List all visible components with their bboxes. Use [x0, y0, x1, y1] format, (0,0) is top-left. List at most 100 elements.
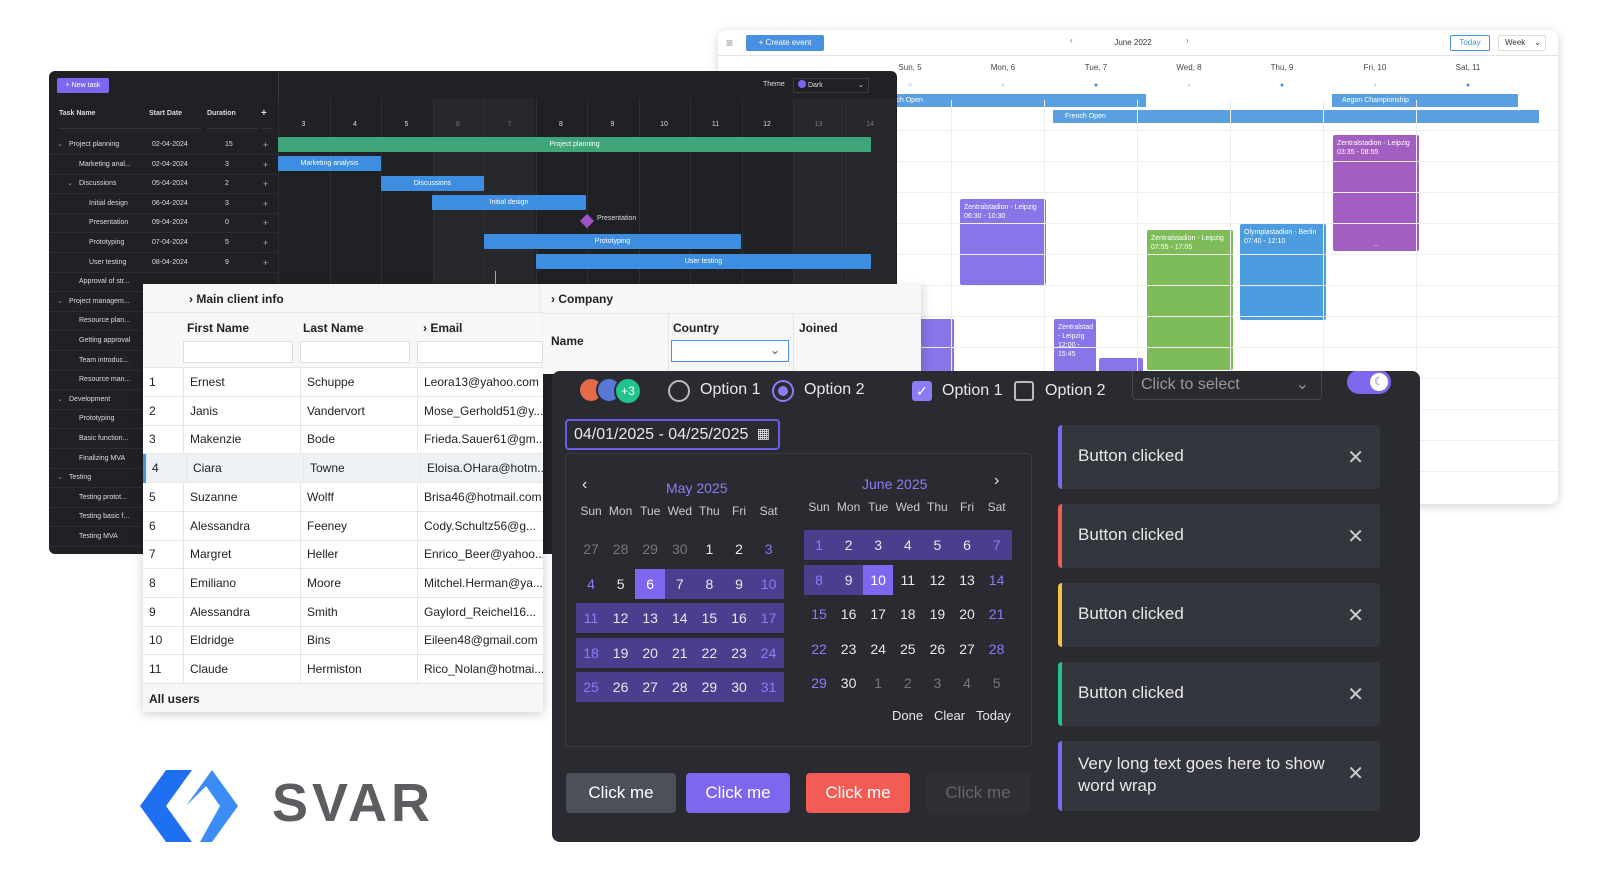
calendar-day[interactable]: 11	[576, 603, 606, 634]
calendar-event[interactable]: Zentralstad - Leipzig 12:00 - 15:45	[1054, 319, 1096, 379]
column-start-date[interactable]: Start Date	[149, 99, 201, 129]
calendar-day[interactable]: 5	[992, 675, 1001, 692]
add-subtask-icon[interactable]: +	[263, 198, 269, 209]
calendar-day[interactable]: 19	[929, 606, 946, 623]
calendar-day[interactable]: 9	[833, 564, 864, 595]
calendar-day[interactable]: 20	[635, 637, 666, 668]
prev-week-icon[interactable]: ‹	[1070, 36, 1073, 45]
calendar-day[interactable]: 19	[605, 637, 636, 668]
column-country[interactable]: Country	[673, 321, 719, 335]
table-row[interactable]: 7 Margret Heller Enrico_Beer@yahoo...	[143, 540, 543, 570]
calendar-day[interactable]: 7	[981, 530, 1012, 560]
calendar-today-button[interactable]: Today	[976, 708, 1011, 723]
today-button[interactable]: Today	[1450, 35, 1490, 51]
next-week-icon[interactable]: ›	[1186, 36, 1189, 45]
calendar-day[interactable]: 14	[664, 603, 695, 634]
calendar-done-button[interactable]: Done	[892, 708, 924, 723]
calendar-day[interactable]: 22	[694, 637, 725, 668]
calendar-day[interactable]: 5	[922, 530, 953, 560]
calendar-day[interactable]: 24	[753, 637, 784, 668]
add-subtask-icon[interactable]: +	[263, 218, 269, 229]
secondary-button[interactable]: Click me	[566, 773, 676, 813]
new-task-button[interactable]: + New task	[57, 78, 109, 93]
allday-event[interactable]: French Open	[1053, 110, 1539, 123]
column-last-name[interactable]: Last Name	[303, 321, 364, 335]
expand-icon[interactable]: ⌄	[57, 297, 63, 305]
calendar-day[interactable]: 15	[811, 606, 827, 623]
calendar-day[interactable]: 16	[724, 603, 754, 634]
add-subtask-icon[interactable]: +	[263, 159, 269, 170]
view-select[interactable]: Week ⌄	[1498, 35, 1546, 51]
calendar-day[interactable]: 1	[874, 675, 883, 692]
gantt-task-row[interactable]: ⌄ Discussions 05-04-2024 2 +	[49, 174, 278, 195]
calendar-day[interactable]: 30	[840, 675, 857, 692]
calendar-day[interactable]: 28	[664, 672, 695, 703]
calendar-day[interactable]: 23	[840, 640, 857, 657]
calendar-day[interactable]: 20	[959, 606, 975, 623]
calendar-day[interactable]: 12	[605, 603, 636, 634]
calendar-day[interactable]: 21	[664, 637, 695, 668]
theme-select[interactable]: Dark ⌄	[793, 78, 869, 93]
calendar-day[interactable]: 2	[903, 675, 912, 692]
checkbox-option-1[interactable]: ✓	[912, 381, 932, 401]
close-icon[interactable]: ✕	[1347, 526, 1364, 548]
expand-icon[interactable]: ⌄	[57, 395, 63, 403]
calendar-day[interactable]: 26	[929, 640, 946, 657]
calendar-day[interactable]: 27	[959, 640, 975, 657]
group-main-client[interactable]: › Main client info	[189, 292, 284, 306]
date-range-input[interactable]: 04/01/2025 - 04/25/2025 ▦	[565, 419, 780, 450]
prev-month-icon[interactable]: ‹	[582, 476, 588, 493]
theme-toggle[interactable]: ☾	[1347, 371, 1391, 394]
table-row[interactable]: 4 Ciara Towne Eloisa.OHara@hotm...	[143, 454, 543, 484]
calendar-day[interactable]: 27	[583, 541, 599, 557]
allday-event[interactable]: French Open	[876, 94, 1146, 107]
calendar-day[interactable]: 25	[576, 672, 606, 703]
gantt-bar[interactable]: Marketing analysis	[278, 156, 381, 171]
table-row[interactable]: 6 Alessandra Feeney Cody.Schultz56@g...	[143, 511, 543, 541]
calendar-day[interactable]: 28	[988, 640, 1005, 657]
calendar-event[interactable]: Zentralstadion - Leipzig 03:35 - 08:55...	[1333, 135, 1419, 251]
calendar-day[interactable]: 2	[735, 541, 743, 557]
table-row[interactable]: 5 Suzanne Wolff Brisa46@hotmail.com	[143, 482, 543, 512]
table-row[interactable]: 1 Ernest Schuppe Leora13@yahoo.com	[143, 368, 543, 397]
menu-icon[interactable]: ≡	[726, 36, 734, 50]
calendar-day[interactable]: 30	[672, 541, 688, 557]
calendar-clear-button[interactable]: Clear	[934, 708, 966, 723]
calendar-day[interactable]: 6	[952, 530, 982, 560]
primary-button[interactable]: Click me	[686, 773, 790, 813]
close-icon[interactable]: ✕	[1347, 447, 1364, 469]
calendar-day[interactable]: 3	[764, 541, 773, 557]
gantt-task-row[interactable]: User testing 08-04-2024 9 +	[49, 253, 278, 273]
calendar-day[interactable]: 29	[642, 541, 658, 557]
column-task-name[interactable]: Task Name	[59, 99, 149, 129]
select-dropdown[interactable]: Click to select ⌄	[1132, 371, 1322, 400]
gantt-task-row[interactable]: Initial design 06-04-2024 3 +	[49, 194, 278, 214]
calendar-day[interactable]: 4	[963, 675, 971, 692]
calendar-day[interactable]: 30	[724, 672, 754, 703]
gantt-bar[interactable]: Discussions	[381, 176, 484, 191]
calendar-day[interactable]: 16	[840, 606, 857, 623]
calendar-event[interactable]: Zentralstadion - Leipzig 07:55 - 17:05	[1147, 230, 1233, 370]
table-row[interactable]: 11 Claude Hermiston Rico_Nolan@hotmai...	[143, 655, 543, 684]
gantt-task-row[interactable]: Presentation 09-04-2024 0 +	[49, 213, 278, 234]
allday-event[interactable]: Aegon Championship	[1332, 94, 1518, 107]
calendar-day[interactable]: 13	[959, 571, 975, 588]
calendar-day[interactable]: 31	[753, 672, 784, 703]
add-subtask-icon[interactable]: +	[263, 257, 269, 268]
calendar-day[interactable]: 1	[705, 541, 714, 557]
calendar-day[interactable]: 18	[576, 637, 606, 668]
calendar-day[interactable]: 18	[900, 606, 916, 623]
close-icon[interactable]: ✕	[1347, 763, 1364, 785]
gantt-bar[interactable]: Initial design	[432, 195, 586, 210]
calendar-day[interactable]: 1	[804, 530, 834, 560]
column-duration[interactable]: Duration	[207, 99, 257, 129]
calendar-day[interactable]: 10	[863, 564, 894, 595]
calendar-day[interactable]: 22	[811, 640, 827, 657]
next-month-icon[interactable]: ›	[994, 472, 1000, 489]
add-task-icon[interactable]: +	[261, 99, 273, 129]
danger-button[interactable]: Click me	[806, 773, 910, 813]
column-email[interactable]: › Email	[423, 321, 463, 335]
add-subtask-icon[interactable]: +	[263, 238, 269, 248]
checkbox-option-2[interactable]	[1014, 381, 1034, 401]
calendar-day[interactable]: 23	[724, 637, 754, 668]
